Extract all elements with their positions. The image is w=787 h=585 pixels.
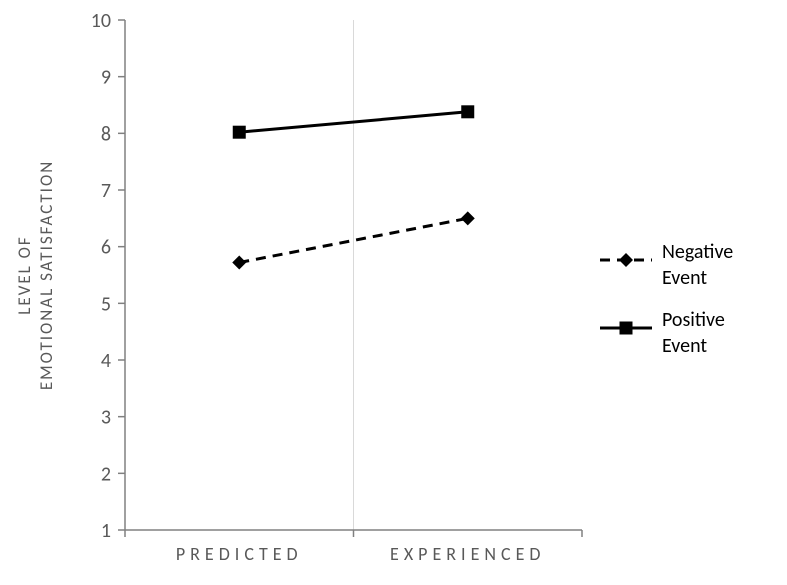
chart-svg: 12345678910PREDICTEDEXPERIENCEDLEVEL OFE… xyxy=(0,0,787,585)
y-tick-label: 2 xyxy=(101,462,111,486)
y-tick-label: 5 xyxy=(101,292,111,316)
y-tick-label: 9 xyxy=(101,66,111,90)
legend-label-0-line1: Negative xyxy=(662,240,733,264)
legend-label-1-line1: Positive xyxy=(662,308,725,332)
y-tick-label: 3 xyxy=(101,406,111,430)
y-tick-label: 10 xyxy=(91,9,111,33)
y-tick-label: 1 xyxy=(101,519,111,543)
y-axis-label-line1: LEVEL OF xyxy=(14,235,35,314)
legend-label-0-line2: Event xyxy=(662,266,707,290)
y-tick-label: 4 xyxy=(101,349,111,373)
series-marker-1 xyxy=(461,105,474,118)
y-tick-label: 7 xyxy=(101,179,111,203)
x-tick-label: PREDICTED xyxy=(176,543,303,565)
line-chart: 12345678910PREDICTEDEXPERIENCEDLEVEL OFE… xyxy=(0,0,787,585)
y-tick-label: 8 xyxy=(101,122,111,146)
legend-label-1-line2: Event xyxy=(662,334,707,358)
y-axis-label-line2: EMOTIONAL SATISFACTION xyxy=(36,160,57,390)
legend-swatch-marker-1 xyxy=(620,322,633,335)
y-tick-label: 6 xyxy=(101,236,111,260)
x-tick-label: EXPERIENCED xyxy=(390,543,545,565)
series-marker-1 xyxy=(233,126,246,139)
